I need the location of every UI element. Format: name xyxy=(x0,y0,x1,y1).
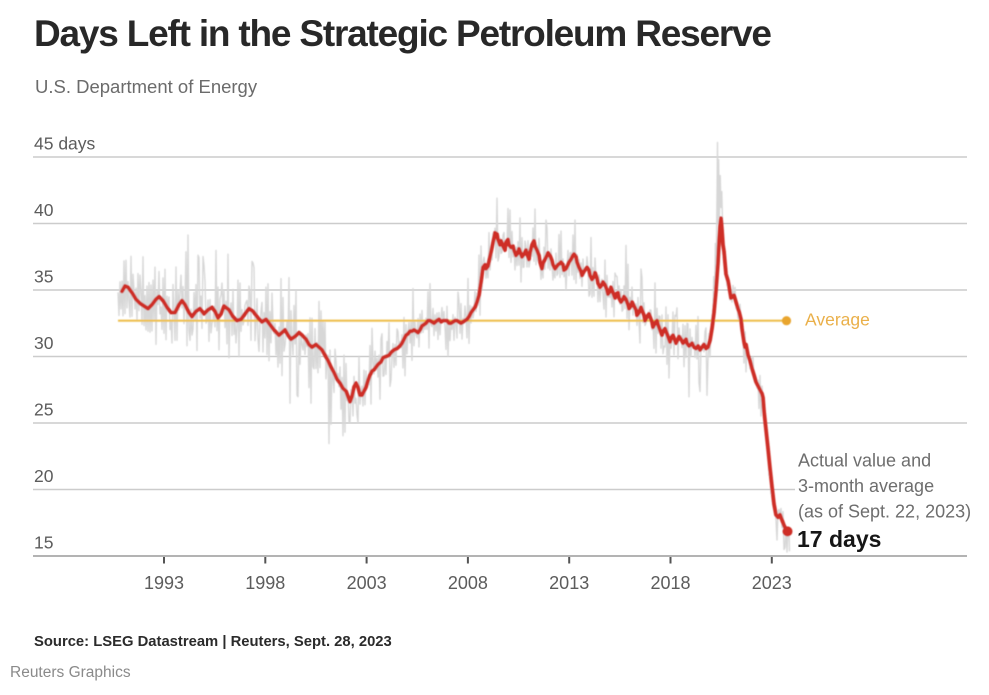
svg-text:45 days: 45 days xyxy=(34,134,96,154)
svg-text:Actual value and: Actual value and xyxy=(798,451,931,471)
svg-text:U.S. Department of Energy: U.S. Department of Energy xyxy=(35,76,258,97)
svg-text:25: 25 xyxy=(34,400,53,420)
svg-text:2008: 2008 xyxy=(448,573,488,593)
svg-text:2023: 2023 xyxy=(752,573,792,593)
svg-text:17 days: 17 days xyxy=(797,526,881,552)
svg-text:Source: LSEG Datastream | Reut: Source: LSEG Datastream | Reuters, Sept.… xyxy=(34,634,392,650)
svg-text:3-month average: 3-month average xyxy=(798,476,934,496)
svg-text:30: 30 xyxy=(34,333,54,353)
svg-text:2013: 2013 xyxy=(549,573,589,593)
svg-text:1998: 1998 xyxy=(245,573,285,593)
svg-text:Days Left in the Strategic Pet: Days Left in the Strategic Petroleum Res… xyxy=(34,13,771,54)
svg-text:2003: 2003 xyxy=(347,573,387,593)
svg-text:35: 35 xyxy=(34,267,53,287)
svg-text:1993: 1993 xyxy=(144,573,184,593)
svg-text:Reuters Graphics: Reuters Graphics xyxy=(10,664,131,681)
svg-text:(as of Sept. 22, 2023): (as of Sept. 22, 2023) xyxy=(798,502,971,522)
svg-text:Average: Average xyxy=(805,310,870,330)
svg-text:15: 15 xyxy=(34,533,53,553)
svg-text:2018: 2018 xyxy=(650,573,690,593)
svg-text:40: 40 xyxy=(34,200,54,220)
svg-text:20: 20 xyxy=(34,466,54,486)
